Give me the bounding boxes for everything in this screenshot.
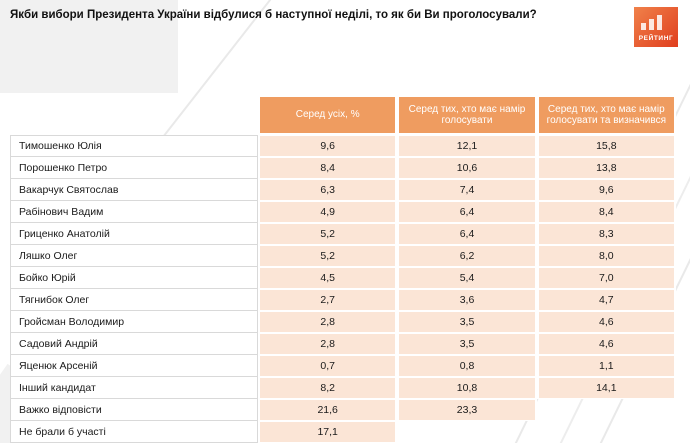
poll-table: Серед усіх, % Серед тих, хто має намір го…: [10, 95, 676, 443]
value-cell: 2,8: [258, 333, 398, 355]
value-cell: 9,6: [536, 179, 676, 201]
value-cell: 14,1: [536, 377, 676, 399]
background-shape: [0, 0, 178, 93]
value-cell: 23,3: [397, 399, 537, 421]
value-cell: 6,3: [258, 179, 398, 201]
value-cell: 9,6: [258, 135, 398, 157]
candidate-name: Важко відповісти: [10, 399, 258, 421]
column-header: Серед тих, хто має намір голосувати: [397, 95, 537, 135]
value-cell: 4,9: [258, 201, 398, 223]
value-cell: 6,4: [397, 223, 537, 245]
header-spacer: [10, 95, 258, 135]
value-cell: 5,2: [258, 223, 398, 245]
candidate-name: Садовий Андрій: [10, 333, 258, 355]
value-cell: 5,2: [258, 245, 398, 267]
candidate-name: Гриценко Анатолій: [10, 223, 258, 245]
value-cell: 6,2: [397, 245, 537, 267]
value-cell: 4,7: [536, 289, 676, 311]
value-cell: 13,8: [536, 157, 676, 179]
rating-logo-bars-icon: [641, 14, 671, 30]
value-cell: 8,4: [258, 157, 398, 179]
value-cell: 6,4: [397, 201, 537, 223]
candidate-name: Вакарчук Святослав: [10, 179, 258, 201]
value-cell: 3,6: [397, 289, 537, 311]
candidate-name: Тягнибок Олег: [10, 289, 258, 311]
value-cell: 15,8: [536, 135, 676, 157]
column-header: Серед усіх, %: [258, 95, 398, 135]
value-cell: 17,1: [258, 421, 398, 443]
value-cell: 8,2: [258, 377, 398, 399]
value-cell: 10,8: [397, 377, 537, 399]
candidate-name: Бойко Юрій: [10, 267, 258, 289]
value-cell: 7,0: [536, 267, 676, 289]
value-cell: 8,4: [536, 201, 676, 223]
rating-logo: РЕЙТИНГ: [634, 7, 678, 47]
value-cell: 8,0: [536, 245, 676, 267]
candidate-name: Тимошенко Юлія: [10, 135, 258, 157]
value-cell: 0,7: [258, 355, 398, 377]
candidate-name: Яценюк Арсеній: [10, 355, 258, 377]
value-cell: 5,4: [397, 267, 537, 289]
value-cell: 7,4: [397, 179, 537, 201]
candidate-name: Не брали б участі: [10, 421, 258, 443]
candidate-name: Порошенко Петро: [10, 157, 258, 179]
value-cell: 0,8: [397, 355, 537, 377]
value-cell: 12,1: [397, 135, 537, 157]
rating-logo-text: РЕЙТИНГ: [638, 35, 674, 42]
page-title: Якби вибори Президента України відбулися…: [10, 9, 537, 21]
candidate-name: Інший кандидат: [10, 377, 258, 399]
candidate-name: Гройсман Володимир: [10, 311, 258, 333]
value-cell: 10,6: [397, 157, 537, 179]
value-cell: 3,5: [397, 333, 537, 355]
value-cell: 8,3: [536, 223, 676, 245]
blank-cell: [397, 421, 536, 443]
column-header: Серед тих, хто має намір голосувати та в…: [536, 95, 676, 135]
value-cell: 3,5: [397, 311, 537, 333]
value-cell: 4,5: [258, 267, 398, 289]
value-cell: 1,1: [536, 355, 676, 377]
value-cell: 4,6: [536, 311, 676, 333]
value-cell: 2,8: [258, 311, 398, 333]
value-cell: 2,7: [258, 289, 398, 311]
blank-cell: [537, 399, 676, 421]
candidate-name: Рабінович Вадим: [10, 201, 258, 223]
blank-cell: [537, 421, 676, 443]
value-cell: 4,6: [536, 333, 676, 355]
value-cell: 21,6: [258, 399, 398, 421]
candidate-name: Ляшко Олег: [10, 245, 258, 267]
